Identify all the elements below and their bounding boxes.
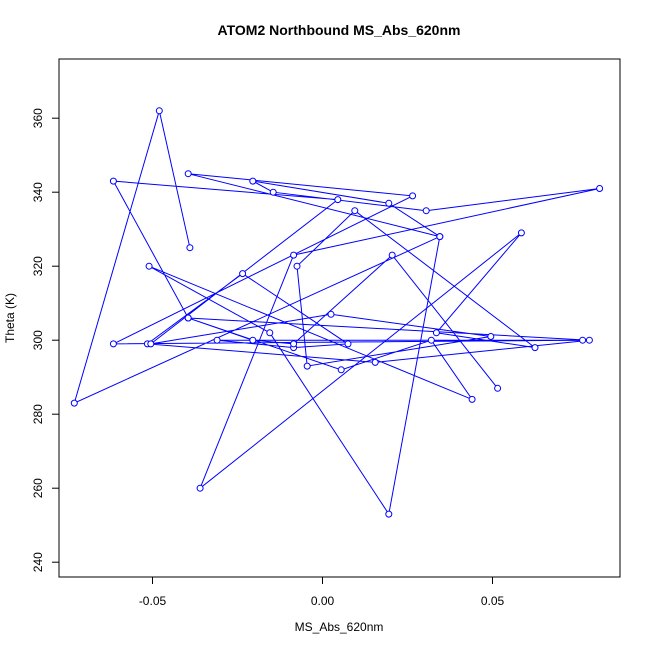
data-point [422,207,430,215]
data-point [290,251,298,259]
data-point [184,170,192,178]
data-point [145,262,153,270]
data-point [344,340,352,348]
data-point [531,344,539,352]
data-point [334,196,342,204]
data-point [494,384,502,392]
data-point [266,329,274,337]
data-point [385,199,393,207]
data-point [239,270,247,278]
y-axis-label: Theta (K) [3,293,17,343]
x-tick-label: 0.00 [311,594,335,608]
data-point [351,207,359,215]
data-point [596,185,604,192]
data-point [290,340,298,348]
data-point [109,340,117,348]
data-point [468,395,476,403]
y-tick-label: 340 [31,182,45,202]
data-point [303,362,311,370]
data-point [184,314,192,322]
data-point [269,188,277,196]
data-point [293,262,301,270]
y-tick-label: 360 [31,108,45,128]
data-point [337,366,345,374]
data-point [249,177,257,185]
series-line [73,110,600,516]
data-point [385,510,393,518]
data-point [585,336,593,344]
plot-frame [58,58,621,578]
x-axis-label: MS_Abs_620nm [295,620,384,634]
data-point [579,336,587,344]
data-point [436,233,444,241]
data-point [371,358,379,366]
data-point [155,107,163,115]
data-point [196,484,204,492]
data-point [517,229,525,237]
data-point [388,251,396,259]
data-point [109,177,117,185]
data-point [249,336,257,344]
x-tick-label: -0.05 [139,594,167,608]
x-axis: -0.05 0.00 0.05 [139,577,505,608]
data-point [186,244,194,252]
y-tick-label: 260 [31,478,45,498]
series-points [70,107,604,518]
y-tick-label: 280 [31,404,45,424]
chart-title: ATOM2 Northbound MS_Abs_620nm [218,22,461,38]
data-point [147,340,155,348]
y-axis: 240 260 280 300 320 340 360 [31,108,59,572]
data-point [327,310,335,318]
y-tick-label: 300 [31,330,45,350]
data-point [432,329,440,337]
data-point [213,336,221,344]
x-tick-label: 0.05 [481,594,505,608]
series-lines [73,110,600,516]
data-point [427,336,435,344]
data-point [409,192,417,200]
y-tick-label: 240 [31,552,45,572]
y-tick-label: 320 [31,256,45,276]
data-point [70,399,78,407]
data-point [487,333,495,340]
